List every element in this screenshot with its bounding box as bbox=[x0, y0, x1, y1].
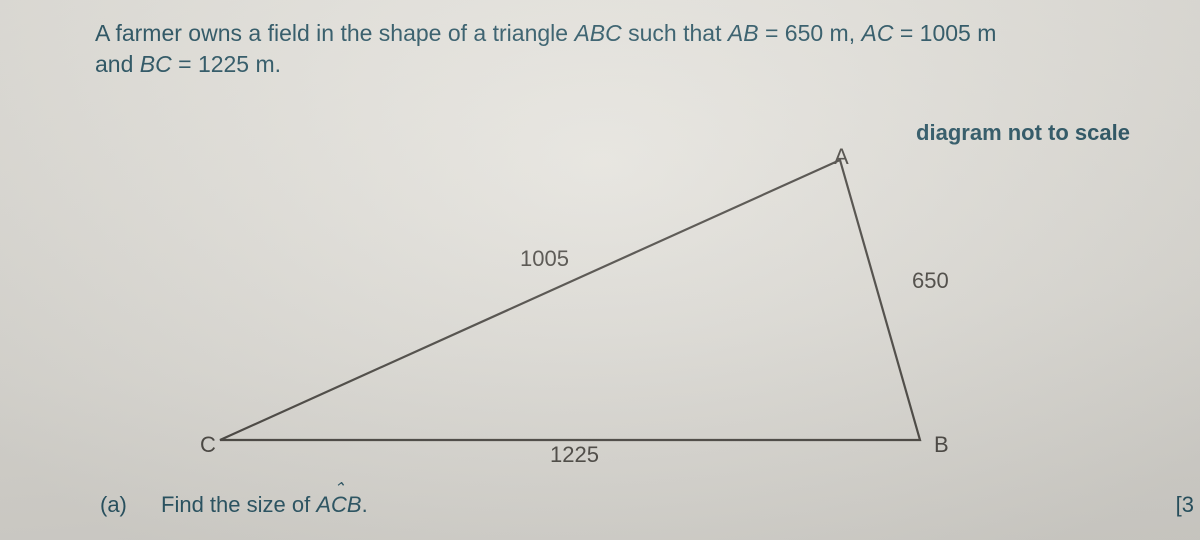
text: . bbox=[275, 51, 281, 77]
angle-left: A bbox=[316, 492, 331, 517]
angle-right: B bbox=[347, 492, 362, 517]
worksheet-page: A farmer owns a field in the shape of a … bbox=[0, 0, 1200, 540]
angle-mid: ⌃C bbox=[331, 492, 347, 518]
problem-statement: A farmer owns a field in the shape of a … bbox=[95, 18, 1115, 80]
eq1-lhs: AB bbox=[728, 20, 759, 46]
scale-note: diagram not to scale bbox=[916, 120, 1130, 146]
triangle-svg bbox=[200, 150, 980, 460]
part-a-text-after: . bbox=[362, 492, 368, 517]
side-label-cb: 1225 bbox=[550, 442, 599, 468]
eq3-lhs: BC bbox=[140, 51, 172, 77]
vertex-label-c: C bbox=[200, 432, 216, 458]
text: such that bbox=[622, 20, 728, 46]
triangle-name: ABC bbox=[574, 20, 621, 46]
triangle-diagram: A B C 1005 650 1225 bbox=[200, 150, 980, 460]
text: and bbox=[95, 51, 140, 77]
part-a-label: (a) bbox=[100, 492, 127, 517]
eq1-rhs: 650 m bbox=[785, 20, 849, 46]
marks: [3 bbox=[1176, 492, 1194, 518]
text: = bbox=[893, 20, 919, 46]
text: = bbox=[759, 20, 785, 46]
text: A farmer owns a field in the shape of a … bbox=[95, 20, 574, 46]
eq3-rhs: 1225 m bbox=[198, 51, 275, 77]
part-a-text-before: Find the size of bbox=[161, 492, 316, 517]
eq2-rhs: 1005 m bbox=[920, 20, 997, 46]
triangle-outline bbox=[220, 160, 920, 440]
hat-icon: ⌃ bbox=[333, 481, 346, 496]
text: = bbox=[172, 51, 198, 77]
text: , bbox=[849, 20, 862, 46]
vertex-label-b: B bbox=[934, 432, 949, 458]
part-a: (a) Find the size of A⌃CB. bbox=[100, 492, 368, 518]
eq2-lhs: AC bbox=[862, 20, 894, 46]
vertex-label-a: A bbox=[834, 144, 849, 170]
side-label-ca: 1005 bbox=[520, 246, 569, 272]
side-label-ab: 650 bbox=[912, 268, 949, 294]
